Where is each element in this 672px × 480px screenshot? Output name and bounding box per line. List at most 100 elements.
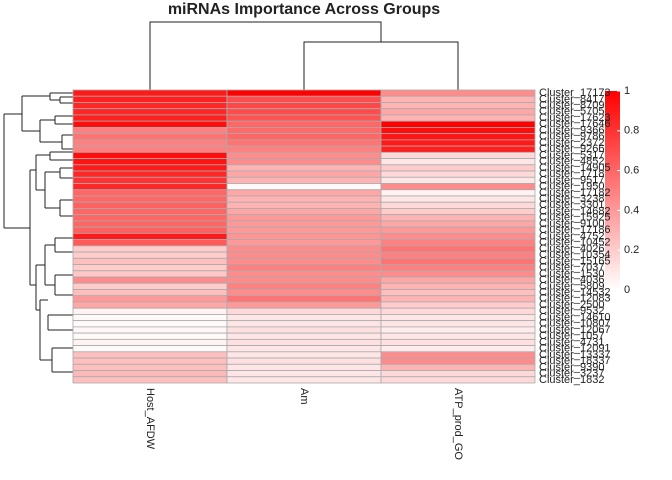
heatmap-cell [380,282,536,290]
heatmap-cell [226,127,382,135]
heatmap-cell [226,108,382,116]
heatmap-cell [72,357,228,365]
heatmap-cell [226,102,382,110]
colorbar-tick-label: 0.6 [624,165,639,177]
heatmap-cell [226,295,382,303]
row-label: Cluster_8709 [539,99,604,111]
heatmap-cell [226,338,382,346]
heatmap-cell [380,195,536,203]
heatmap-cell [226,307,382,315]
column-label: Am [298,388,310,405]
heatmap-cell [72,239,228,247]
heatmap-cell [72,226,228,234]
heatmap-cell [226,301,382,309]
heatmap-cell [72,332,228,340]
heatmap-cell [380,245,536,253]
heatmap-cell [380,170,536,178]
row-label: Cluster_2372 [539,137,604,149]
heatmap-cell [226,320,382,328]
row-label: Cluster_1057 [539,330,604,342]
row-label: Cluster_5317 [539,149,604,161]
heatmap-cell [72,176,228,184]
heatmap-cell [226,120,382,128]
heatmap-cell [380,301,536,309]
heatmap-cell [72,183,228,191]
row-label: Cluster_2500 [539,299,604,311]
row-label: Cluster_10452 [539,237,611,249]
heatmap-cell [380,232,536,241]
row-label: Cluster_14905 [539,162,611,174]
row-label: Cluster_12067 [539,324,611,336]
heatmap-cell [226,145,382,153]
heatmap-cell [380,307,536,315]
row-label: Cluster_9517 [539,174,604,186]
heatmap-cell [72,189,228,197]
heatmap-cell [380,226,536,234]
heatmap-cell [380,133,536,141]
heatmap-cell [72,108,228,116]
heatmap-cell [380,239,536,247]
heatmap-cell [226,314,382,322]
heatmap-cell [226,264,382,272]
heatmap-cell [380,370,536,378]
heatmap-cell [226,133,382,141]
heatmap-cell [72,257,228,265]
column-label: ATP_prod_GO [452,388,464,460]
heatmap-cell [72,214,228,222]
heatmap-cell [72,145,228,153]
heatmap-cell [72,151,228,159]
heatmap-cell [380,145,536,153]
row-label: Cluster_10807 [539,318,611,330]
heatmap-cell [380,214,536,222]
heatmap-cell [380,338,536,346]
heatmap-cell [72,164,228,172]
heatmap-cell [380,289,536,297]
row-label: Cluster_12083 [539,293,611,305]
row-dendrogram [3,92,73,373]
column-dendrogram [149,21,459,90]
heatmap-cell [226,195,382,203]
heatmap-cell [380,220,536,228]
heatmap-cell [380,114,536,122]
heatmap-cell [72,301,228,309]
heatmap-cell [226,326,382,334]
heatmap-cell [72,133,228,141]
heatmap-cell [72,139,228,147]
heatmap-cell [226,226,382,234]
row-label: Cluster_17646 [539,118,611,130]
row-label: Cluster_9366 [539,124,604,136]
row-label: Cluster_9532 [539,305,604,317]
row-label: Cluster_3301 [539,199,604,211]
heatmap-cell [380,102,536,110]
heatmap-cell [226,376,382,384]
heatmap-cell [72,338,228,346]
heatmap-cell [226,139,382,147]
heatmap-cell [226,214,382,222]
heatmap-cell [226,270,382,278]
heatmap-cell [226,332,382,340]
heatmap-cell [226,370,382,378]
row-label: Cluster_17186 [539,224,611,236]
row-label: Cluster_4731 [539,336,604,348]
row-label: Cluster_1832 [539,374,604,386]
heatmap-cell [226,114,382,122]
row-label: Cluster_15165 [539,255,611,267]
heatmap-cell [226,282,382,290]
colorbar-tick-label: 0 [624,284,630,296]
heatmap-cell [226,220,382,228]
heatmap-cell [72,102,228,110]
heatmap-cell [380,95,536,103]
heatmap-cell [226,95,382,103]
heatmap-cell [72,345,228,353]
row-label: Cluster_8417 [539,93,604,105]
heatmap-cell [72,201,228,209]
heatmap-cell [72,363,228,371]
heatmap-cell [380,108,536,116]
row-label: Cluster_10354 [539,249,611,261]
row-label: Cluster_3237 [539,368,604,380]
heatmap-cell [226,276,382,284]
heatmap-cell [72,264,228,272]
heatmap-cell [72,370,228,378]
heatmap-cell [72,276,228,284]
heatmap-cell [226,189,382,197]
